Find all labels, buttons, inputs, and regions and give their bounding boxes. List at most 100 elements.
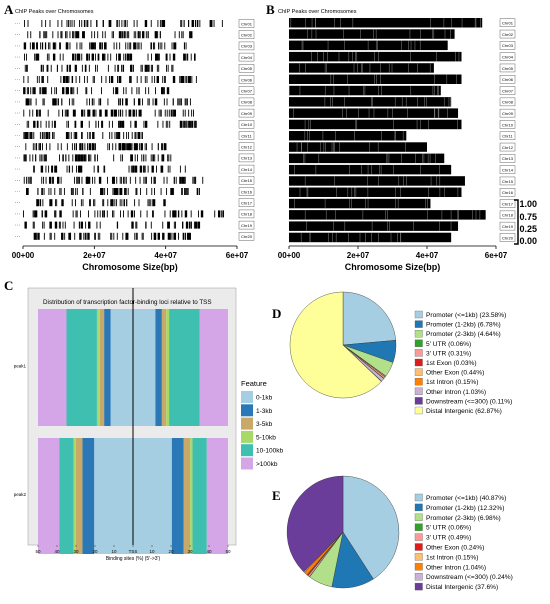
peak-mark [124, 199, 126, 207]
peak-mark [185, 210, 187, 218]
peak-mark [42, 199, 44, 207]
chrom-label-box [238, 220, 255, 230]
peak-mark [175, 210, 177, 218]
peak-mark [74, 154, 78, 162]
peak-mark [52, 53, 56, 61]
chrom-label-box [499, 41, 516, 50]
peak-mark [111, 176, 113, 184]
peak-mark [94, 53, 96, 61]
peak-mark [116, 132, 118, 139]
peak-mark [26, 87, 28, 95]
peak-mark [150, 64, 152, 72]
peak-mark [116, 53, 117, 61]
density-gap [367, 198, 369, 209]
density-gap [395, 198, 396, 209]
peak-mark [195, 120, 197, 128]
chrom-label-box [499, 75, 516, 84]
chrom-bar [289, 153, 445, 164]
density-gap [414, 40, 416, 51]
peak-mark [145, 87, 147, 95]
peak-mark [54, 120, 56, 128]
peak-mark [133, 143, 135, 151]
density-gap [324, 198, 326, 209]
chrom-bar [289, 142, 427, 152]
density-gap [296, 142, 298, 152]
peak-mark [68, 120, 69, 128]
x-tick-label: 10 [149, 549, 155, 554]
peak-mark [93, 98, 95, 106]
density-gap [450, 97, 451, 107]
peak-mark [98, 120, 99, 128]
peak-mark [184, 188, 185, 195]
peak-mark [91, 87, 93, 95]
density-gap [420, 164, 421, 175]
peak-mark [160, 188, 162, 195]
peak-mark [40, 64, 42, 72]
scale-label: 0.75 [519, 212, 537, 222]
peak-mark [60, 176, 62, 184]
peak-mark [81, 64, 83, 72]
chrom-label-box [238, 86, 255, 95]
legend-swatch [241, 391, 253, 403]
legend-swatch [241, 444, 253, 457]
peak-mark [118, 98, 120, 106]
peak-mark [114, 188, 118, 195]
chrom-bar [289, 176, 465, 186]
peak-mark [87, 20, 89, 27]
peak-mark [112, 210, 113, 218]
peak-mark [140, 109, 142, 117]
peak-mark [58, 221, 60, 229]
peak-mark [61, 232, 64, 240]
peak-mark [48, 176, 52, 184]
peak-mark [41, 176, 43, 184]
peak-mark [81, 20, 83, 27]
chrom-label: Chr04 [502, 54, 514, 59]
peak-mark [76, 188, 78, 195]
peak-mark [68, 20, 69, 27]
peak-mark [124, 188, 125, 195]
peak-mark [185, 221, 189, 229]
stack-segment [99, 309, 105, 426]
peak-mark [161, 154, 163, 162]
peak-mark [89, 132, 91, 139]
peak-mark [46, 64, 48, 72]
peak-mark [122, 109, 124, 117]
peak-mark [222, 210, 224, 218]
peak-mark [154, 98, 158, 106]
peak-mark [85, 232, 87, 240]
peak-mark [179, 98, 181, 106]
density-gap [309, 232, 311, 243]
peak-mark [32, 42, 35, 50]
peak-mark [48, 120, 50, 128]
peak-mark [30, 176, 32, 184]
legend-label: 0-1kb [256, 395, 273, 402]
peak-mark [95, 64, 96, 72]
peak-mark [125, 42, 127, 50]
peak-mark [81, 109, 84, 117]
peak-mark [117, 64, 119, 72]
peak-mark [68, 76, 70, 83]
peak-mark [187, 76, 189, 83]
peak-mark [40, 120, 42, 128]
density-gap [348, 51, 350, 62]
peak-mark [158, 42, 159, 50]
peak-mark [188, 31, 190, 39]
peak-mark [49, 20, 51, 27]
peak-mark [32, 210, 34, 218]
peak-mark [114, 109, 117, 117]
peak-mark [43, 188, 45, 195]
peak-mark [92, 76, 94, 83]
peak-mark [36, 199, 38, 207]
peak-mark [73, 109, 76, 117]
peak-mark [125, 87, 127, 95]
peak-mark [214, 210, 216, 218]
peak-mark [162, 154, 164, 162]
density-gap [419, 40, 421, 51]
peak-mark [147, 64, 148, 72]
peak-mark [167, 165, 169, 173]
density-gap [444, 29, 446, 39]
peak-mark [147, 98, 149, 106]
peak-mark [150, 42, 152, 50]
peak-mark [130, 154, 133, 162]
density-gap [422, 153, 423, 164]
